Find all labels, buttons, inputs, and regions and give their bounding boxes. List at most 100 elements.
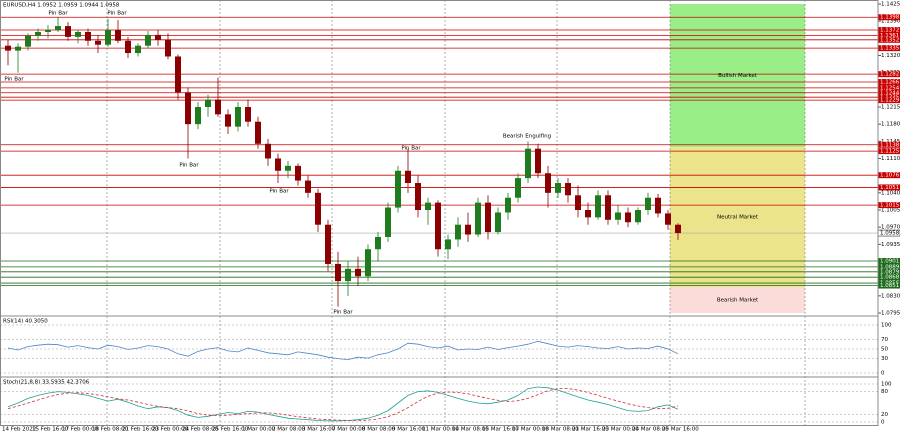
candle-body: [65, 26, 71, 37]
zone-label: Neutral Market: [717, 215, 759, 221]
candle-body: [245, 107, 251, 122]
candle-body: [505, 197, 511, 213]
candle-body: [375, 236, 381, 250]
candle-body: [295, 165, 301, 181]
candle-body: [465, 224, 471, 235]
candle-body: [15, 46, 21, 51]
pattern-annotation: Pin Bar: [269, 189, 289, 195]
level-label-box: [878, 45, 900, 52]
candle-body: [395, 170, 401, 208]
candle-body: [575, 195, 581, 210]
candle-body: [255, 121, 261, 144]
candle-body: [205, 99, 211, 107]
level-label: 1.1372: [880, 27, 899, 33]
candle-body: [615, 212, 621, 220]
x-tick-label: 17 Feb 00:00: [62, 427, 99, 433]
x-tick-label: 17 Mar 00:00: [512, 427, 549, 433]
y-tick-label: 50: [881, 347, 888, 353]
candle-body: [275, 158, 281, 171]
level-label-box: [878, 172, 900, 179]
candle-body: [45, 29, 51, 32]
level-label: 1.1352: [880, 37, 899, 43]
candle-body: [625, 212, 631, 223]
level-label: 1.0851: [880, 283, 899, 289]
zone-label: Bullish Market: [718, 73, 758, 79]
stoch-title: Stoch(21,8,8) 33.5935 42.3706: [3, 380, 90, 386]
candle-body: [485, 202, 491, 233]
level-label: 1.1398: [880, 15, 900, 21]
pattern-annotation: Pin Bar: [107, 11, 127, 17]
x-tick-label: 23 Feb 00:00: [152, 427, 189, 433]
level-label-box: [878, 84, 900, 91]
candle-body: [525, 148, 531, 179]
y-tick-label: 70: [881, 337, 888, 343]
y-tick-label: 1.1040: [881, 190, 900, 196]
candle-body: [545, 173, 551, 193]
level-label-box: [878, 263, 900, 270]
y-tick-label: 100: [881, 382, 892, 388]
level-label: 1.1015: [880, 203, 900, 209]
x-tick-label: 25 Mar 16:00: [662, 427, 699, 433]
level-label-box: [878, 32, 900, 39]
rsi-title: RSI(14) 40.3050: [3, 319, 48, 325]
level-label-box: [878, 274, 900, 281]
level-label: 1.0901: [880, 259, 899, 265]
x-tick-label: 23 Mar 00:00: [602, 427, 639, 433]
candle-body: [455, 224, 461, 240]
candle-body: [175, 56, 181, 93]
level-label-box: [878, 184, 900, 191]
level-label: 1.0879: [880, 269, 900, 275]
y-tick-label: 80: [881, 389, 888, 395]
level-label-box: [878, 268, 900, 275]
candle-body: [365, 249, 371, 277]
candle-body: [595, 195, 601, 218]
x-tick-label: 9 Mar 16:00: [392, 427, 426, 433]
indicator-line: [7, 386, 679, 422]
candle-body: [655, 197, 661, 214]
candle-body: [425, 202, 431, 210]
candle-body: [55, 26, 61, 30]
candle-body: [285, 165, 291, 171]
candle-body: [305, 180, 311, 193]
zone-label: Bearish Market: [717, 298, 759, 304]
candle-body: [675, 224, 681, 234]
y-tick-label: 1.1320: [881, 53, 900, 59]
y-tick-label: 100: [881, 323, 892, 329]
candle-body: [225, 114, 231, 127]
x-tick-label: 15 Mar 16:00: [482, 427, 519, 433]
candle-body: [135, 45, 141, 54]
candle-body: [315, 192, 321, 225]
y-tick-label: 1.0970: [881, 225, 900, 231]
candle-body: [495, 212, 501, 233]
level-label: 1.1361: [880, 33, 899, 39]
candle-body: [565, 183, 571, 196]
pattern-annotation: Pin Bar: [333, 310, 353, 316]
pattern-annotation: Pin Bar: [4, 77, 24, 83]
candle-body: [345, 268, 351, 282]
candle-body: [665, 213, 671, 225]
level-label: 1.1125: [880, 149, 900, 155]
x-tick-label: 2 Mar 08:00: [272, 427, 306, 433]
x-tick-label: 3 Mar 16:00: [302, 427, 336, 433]
x-tick-label: 25 Feb 16:00: [212, 427, 249, 433]
y-tick-label: 20: [881, 412, 888, 418]
market-zone: [670, 287, 805, 313]
candle-body: [165, 39, 171, 57]
x-tick-label: 24 Mar 08:00: [632, 427, 669, 433]
y-tick-label: 1.1180: [881, 122, 900, 128]
candle-body: [75, 31, 81, 37]
y-tick-label: 1.1110: [881, 156, 900, 162]
level-label-box: [878, 141, 900, 148]
candle-body: [125, 40, 131, 54]
candle-body: [265, 143, 271, 159]
candle-body: [185, 92, 191, 125]
x-tick-label: 8 Mar 08:00: [362, 427, 396, 433]
candle-body: [555, 183, 561, 193]
candle-body: [445, 239, 451, 250]
y-tick-label: 1.1425: [881, 2, 900, 8]
level-label-box: [878, 71, 900, 78]
candle-body: [605, 195, 611, 220]
level-label: 1.1229: [880, 98, 900, 104]
